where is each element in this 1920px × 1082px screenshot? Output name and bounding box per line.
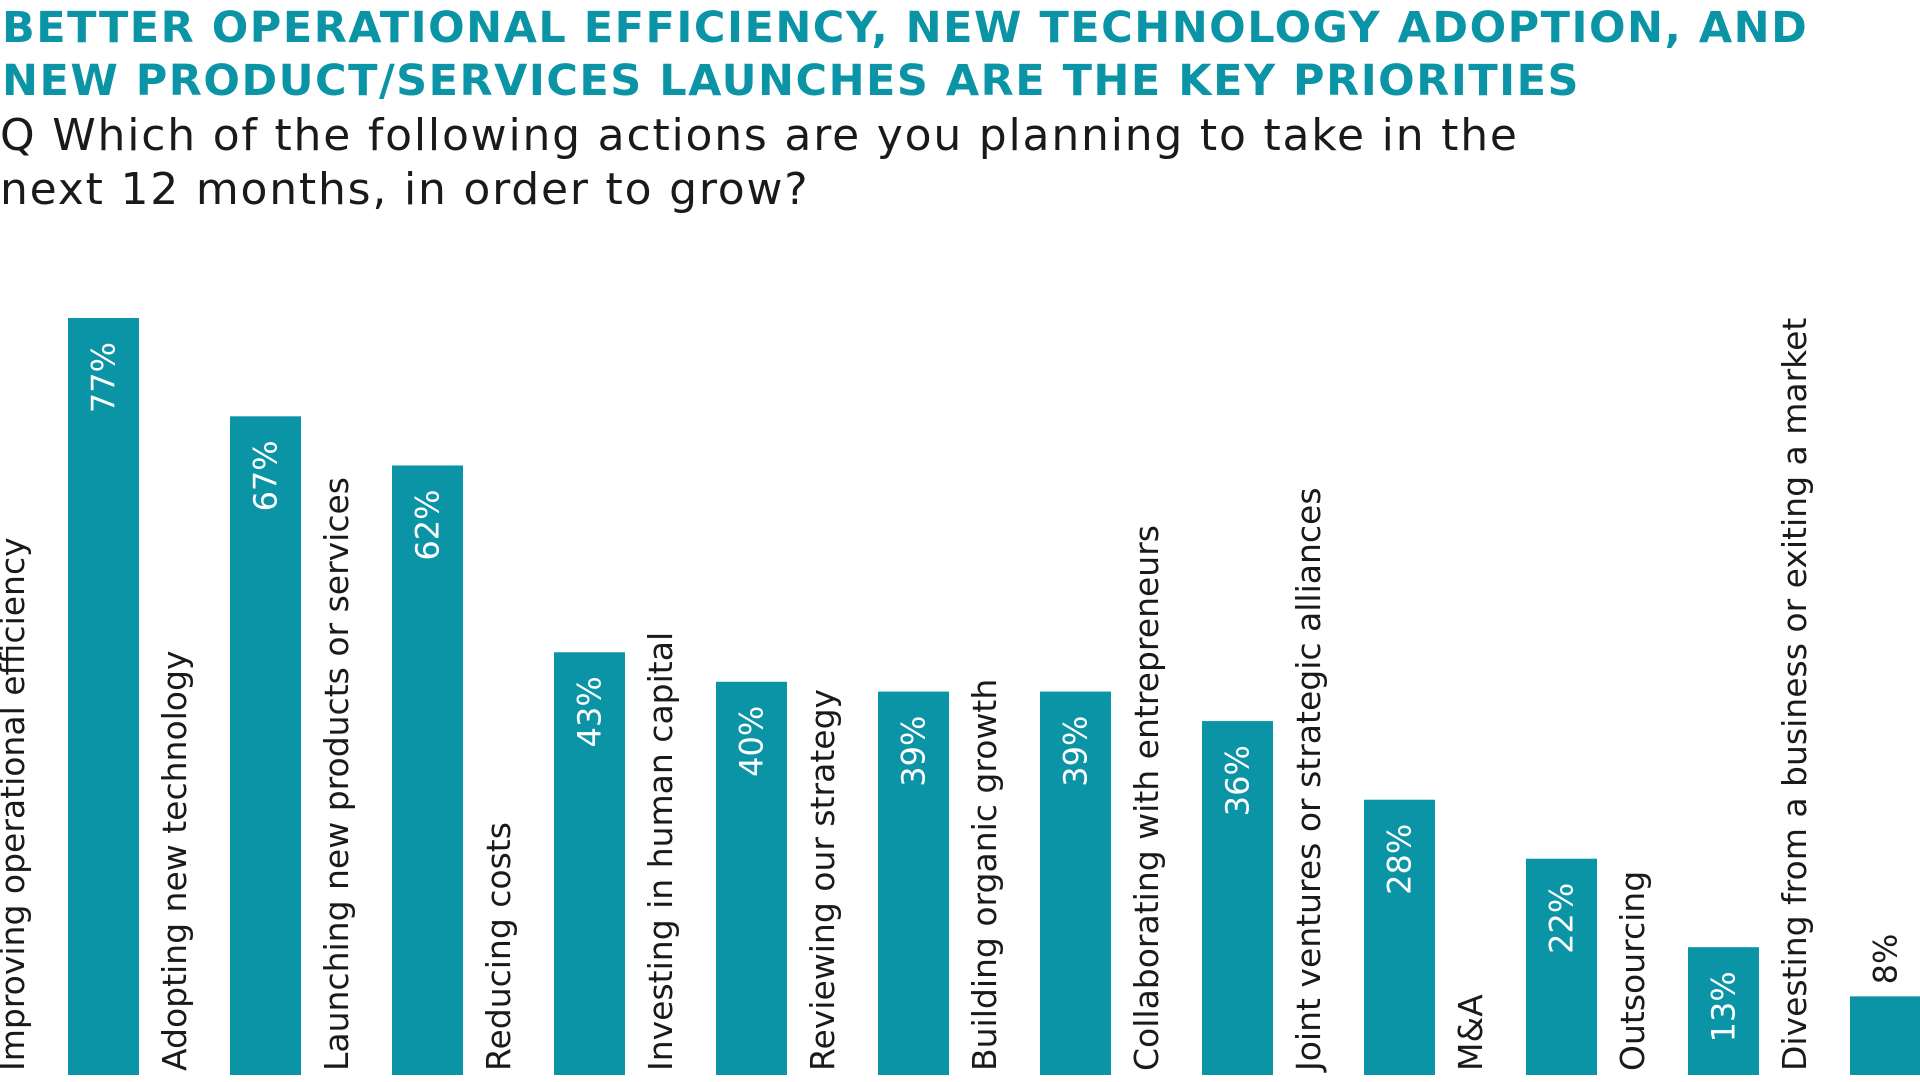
bar-launching-new-products-or-services [392, 465, 463, 1075]
category-label-adopting-new-technology: Adopting new technology [155, 651, 194, 1071]
bar-reviewing-our-strategy [878, 691, 949, 1075]
value-label-reducing-costs: 43% [571, 676, 609, 747]
value-label-divesting-from-a-business-or-exiting-a-market: 8% [1867, 934, 1905, 985]
category-label-reviewing-our-strategy: Reviewing our strategy [803, 689, 842, 1071]
category-label-reducing-costs: Reducing costs [479, 822, 518, 1071]
value-label-reviewing-our-strategy: 39% [895, 716, 933, 787]
bar-manda [1526, 858, 1597, 1075]
bar-investing-in-human-capital [716, 681, 787, 1075]
bar-joint-ventures-or-strategic-alliances [1364, 799, 1435, 1075]
category-label-divesting-from-a-business-or-exiting-a-market: Divesting from a business or exiting a m… [1775, 318, 1814, 1071]
bar-outsourcing [1688, 947, 1759, 1075]
category-label-investing-in-human-capital: Investing in human capital [641, 632, 680, 1071]
value-label-manda: 22% [1543, 883, 1581, 954]
category-label-building-organic-growth: Building organic growth [965, 679, 1004, 1071]
value-label-launching-new-products-or-services: 62% [409, 489, 447, 560]
value-label-joint-ventures-or-strategic-alliances: 28% [1381, 824, 1419, 895]
value-label-investing-in-human-capital: 40% [733, 706, 771, 777]
question-line-2: next 12 months, in order to grow? [0, 164, 810, 215]
category-label-launching-new-products-or-services: Launching new products or services [317, 477, 356, 1071]
value-label-building-organic-growth: 39% [1057, 716, 1095, 787]
chart-title-line-2: NEW PRODUCT/SERVICES LAUNCHES ARE THE KE… [2, 56, 1581, 106]
chart-title-line-1: BETTER OPERATIONAL EFFICIENCY, NEW TECHN… [2, 3, 1809, 53]
bar-adopting-new-technology [230, 416, 301, 1076]
bar-building-organic-growth [1040, 691, 1111, 1075]
bar-collaborating-with-entrepreneurs [1202, 721, 1273, 1075]
category-label-manda: M&A [1451, 994, 1490, 1071]
category-label-joint-ventures-or-strategic-alliances: Joint ventures or strategic alliances [1289, 487, 1328, 1073]
value-label-adopting-new-technology: 67% [247, 440, 285, 511]
bar-improving-operational-efficiency [68, 318, 139, 1075]
category-label-improving-operational-efficiency: Improving operational efficiency [0, 537, 32, 1071]
category-label-outsourcing: Outsourcing [1613, 871, 1652, 1071]
bar-divesting-from-a-business-or-exiting-a-market [1850, 996, 1920, 1075]
bar-reducing-costs [554, 652, 625, 1075]
question-line-1: Q Which of the following actions are you… [0, 110, 1519, 161]
value-label-outsourcing: 13% [1705, 971, 1743, 1042]
value-label-improving-operational-efficiency: 77% [85, 342, 123, 413]
value-label-collaborating-with-entrepreneurs: 36% [1219, 745, 1257, 816]
category-label-collaborating-with-entrepreneurs: Collaborating with entrepreneurs [1127, 525, 1166, 1071]
